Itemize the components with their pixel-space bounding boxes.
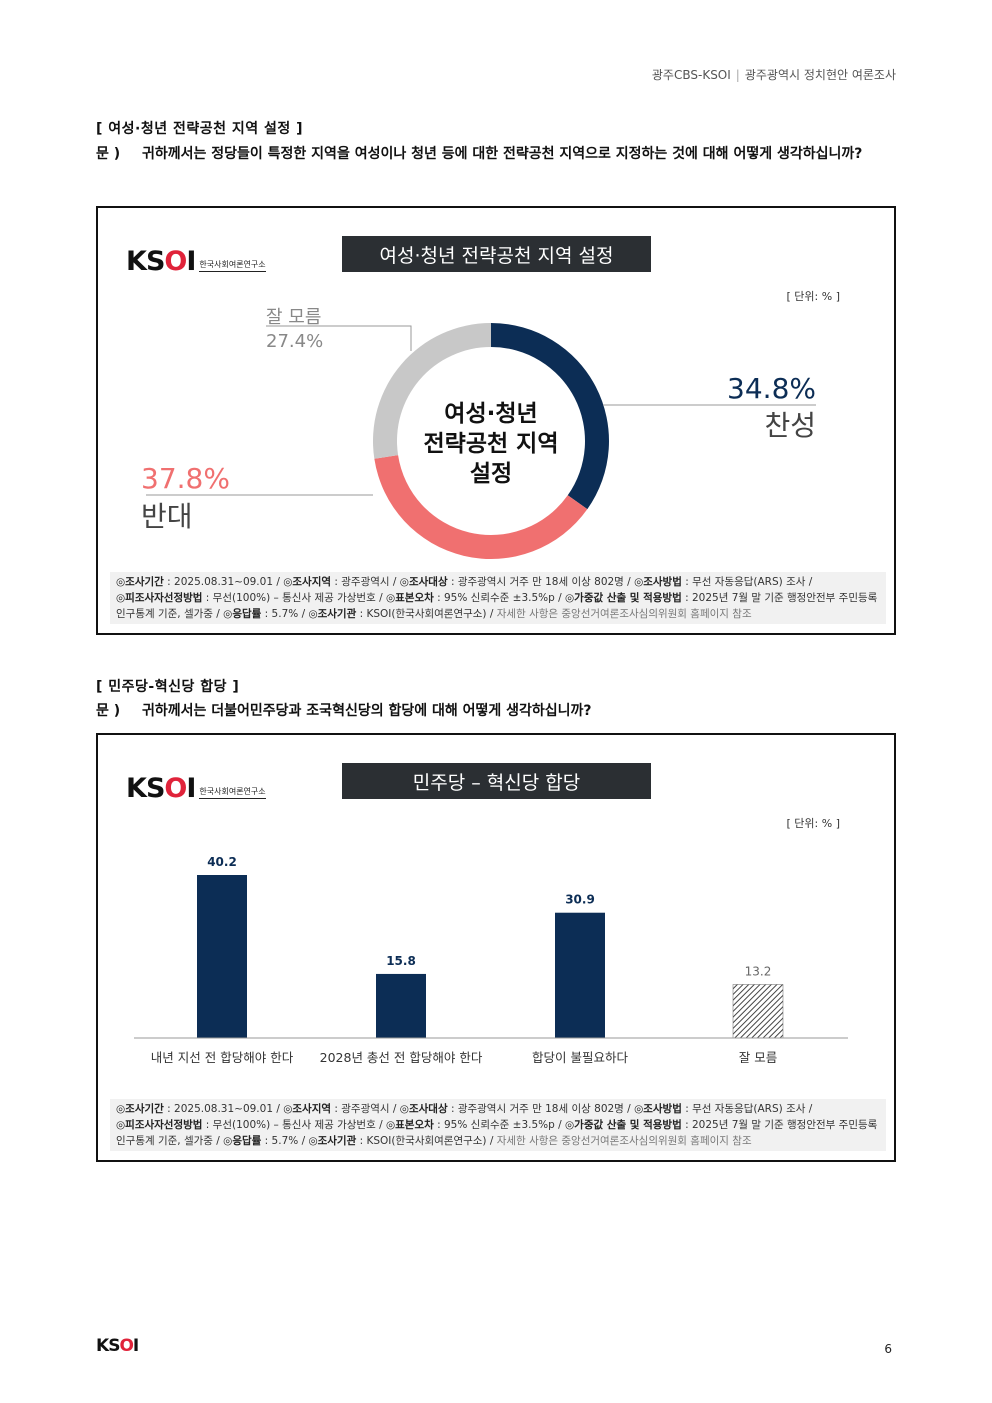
- bar-chart: 40.2 내년 지선 전 합당해야 한다 15.8 2028년 총선 전 합당해야 한…: [134, 855, 848, 1065]
- label-oppose-value: 37.8%: [141, 462, 230, 495]
- label-oppose-name: 반대: [141, 500, 193, 533]
- header-separator: |: [735, 68, 740, 82]
- section2-question-label: 문 ): [96, 703, 121, 719]
- donut-chart: 여성·청년 전략공천 지역 설정 34.8% 찬성 37.8% 반대 잘 모름 …: [141, 307, 816, 559]
- section1-title: [ 여성·청년 전략공천 지역 설정 ]: [96, 121, 304, 137]
- bar-category-label-2: 2028년 총선 전 합당해야 한다: [320, 1050, 483, 1065]
- bar-chart-panel: KSOI 한국사회여론연구소 민주당 – 혁신당 합당 [ 단위: % ] 40…: [96, 733, 896, 1162]
- header-left: 광주CBS-KSOI: [651, 68, 731, 82]
- donut-chart-panel: KSOI 한국사회여론연구소 여성·청년 전략공천 지역 설정 [ 단위: % …: [96, 206, 896, 635]
- donut-center-line1: 여성·청년: [444, 401, 537, 427]
- header-right: 광주광역시 정치현안 여론조사: [744, 68, 896, 82]
- ksoi-logo-2: KSOI 한국사회여론연구소: [126, 775, 266, 802]
- section1-question: 문 ) 귀하께서는 정당들이 특정한 지역을 여성이나 청년 등에 대한 전략공…: [96, 140, 896, 169]
- bar-category-label-4: 잘 모름: [739, 1050, 777, 1065]
- label-agree-name: 찬성: [764, 409, 816, 442]
- section1-question-text: 귀하께서는 정당들이 특정한 지역을 여성이나 청년 등에 대한 전략공천 지역…: [142, 146, 863, 162]
- donut-chart-unit: [ 단위: % ]: [786, 290, 840, 303]
- section2-title: [ 민주당-혁신당 합당 ]: [96, 679, 240, 695]
- bar-value-label-4: 13.2: [745, 964, 772, 978]
- donut-footnote: ◎조사기간 : 2025.08.31~09.01 / ◎조사지역 : 광주광역시…: [110, 572, 886, 624]
- label-unsure-value: 27.4%: [266, 331, 323, 352]
- bar-2: [376, 973, 426, 1038]
- page-header: 광주CBS-KSOI | 광주광역시 정치현안 여론조사: [652, 66, 896, 83]
- bar-footnote: ◎조사기간 : 2025.08.31~09.01 / ◎조사지역 : 광주광역시…: [110, 1099, 886, 1151]
- ksoi-logo-mark-2: KSOI: [126, 773, 196, 804]
- section1-question-label: 문 ): [96, 146, 121, 162]
- footer-logo: KSOI: [96, 1336, 139, 1356]
- page-number: 6: [884, 1342, 892, 1356]
- bar-value-label-3: 30.9: [565, 893, 595, 907]
- ksoi-logo-mark: KSOI: [126, 246, 196, 277]
- donut-center-line2: 전략공천 지역: [424, 431, 559, 457]
- leader-line-unsure: [266, 325, 412, 351]
- donut-center-line3: 설정: [470, 461, 512, 487]
- bar-value-label-1: 40.2: [207, 855, 237, 869]
- bar-4: [732, 984, 784, 1039]
- section2-question-text: 귀하께서는 더불어민주당과 조국혁신당의 합당에 대해 어떻게 생각하십니까?: [142, 703, 592, 719]
- bar-category-label-3: 합당이 불필요하다: [532, 1050, 628, 1065]
- ksoi-logo-subtitle-2: 한국사회여론연구소: [199, 786, 266, 799]
- bar-chart-title: 민주당 – 혁신당 합당: [342, 763, 651, 799]
- donut-slice-agree: [491, 323, 609, 510]
- bar-category-label-1: 내년 지선 전 합당해야 한다: [151, 1050, 294, 1065]
- bar-3: [555, 912, 605, 1038]
- donut-slice-unsure: [372, 323, 491, 459]
- ksoi-logo-subtitle: 한국사회여론연구소: [199, 259, 266, 272]
- bar-1: [197, 875, 247, 1038]
- label-unsure-name: 잘 모름: [266, 307, 321, 328]
- ksoi-logo: KSOI 한국사회여론연구소: [126, 248, 266, 275]
- label-agree-value: 34.8%: [727, 372, 816, 405]
- donut-slice-oppose: [374, 455, 588, 559]
- bar-chart-unit: [ 단위: % ]: [786, 817, 840, 830]
- bar-value-label-2: 15.8: [386, 954, 416, 968]
- section2-question: 문 ) 귀하께서는 더불어민주당과 조국혁신당의 합당에 대해 어떻게 생각하십…: [96, 697, 896, 726]
- donut-chart-title: 여성·청년 전략공천 지역 설정: [342, 236, 651, 272]
